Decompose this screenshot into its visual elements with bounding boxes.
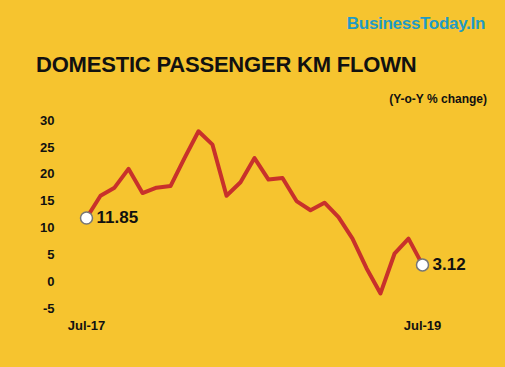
html-text:(Y-o-Y % change): (Y-o-Y % change) <box>389 92 487 106</box>
html-text:BusinessToday.In: BusinessToday.In <box>346 14 485 33</box>
svg-text:15: 15 <box>40 193 54 208</box>
svg-text:Jul-17: Jul-17 <box>68 318 106 333</box>
svg-text:3.12: 3.12 <box>433 255 466 274</box>
svg-text:11.85: 11.85 <box>97 208 139 227</box>
html-text:DOMESTIC PASSENGER KM FLOWN: DOMESTIC PASSENGER KM FLOWN <box>36 52 417 77</box>
svg-text:20: 20 <box>40 166 54 181</box>
svg-text:10: 10 <box>40 220 54 235</box>
svg-text:-5: -5 <box>43 301 55 316</box>
svg-text:25: 25 <box>40 140 54 155</box>
svg-text:5: 5 <box>47 247 54 262</box>
svg-text:30: 30 <box>40 113 54 128</box>
svg-text:Jul-19: Jul-19 <box>404 318 442 333</box>
svg-text:0: 0 <box>47 274 54 289</box>
